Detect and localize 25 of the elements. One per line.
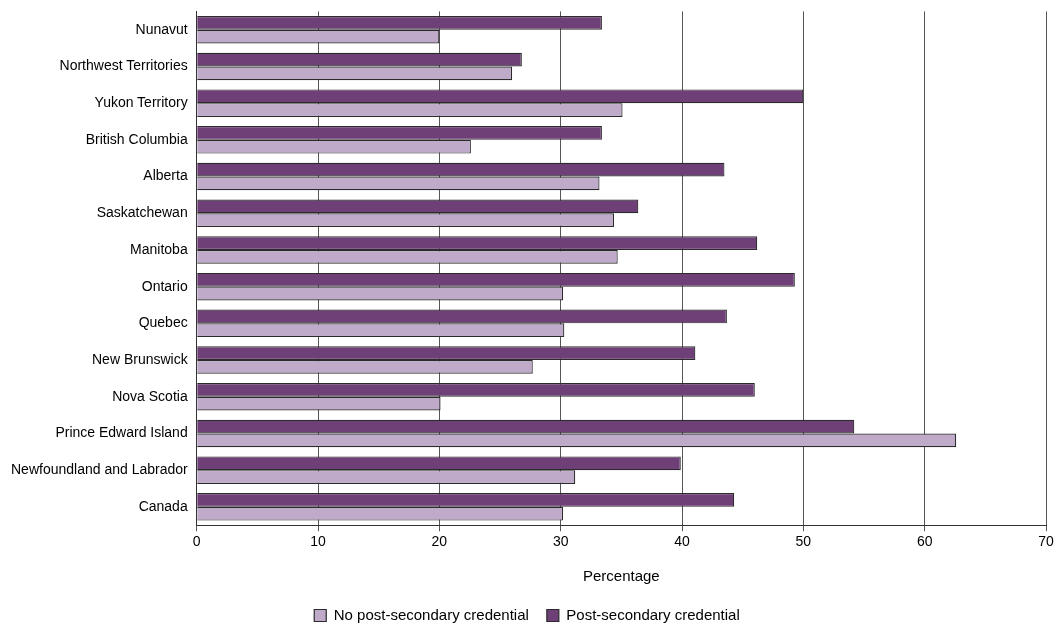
y-tick-label: Quebec [138,314,188,331]
x-tick-label: 70 [1038,533,1054,550]
legend-label: Post-secondary credential [566,605,740,623]
y-tick-label: Ontario [141,277,188,294]
y-tick-label: Northwest Territories [59,57,188,74]
y-tick-label: Saskatchewan [96,204,188,221]
y-tick-label: Manitoba [130,240,188,257]
x-axis-title: Percentage [582,567,660,585]
y-tick-label: Yukon Territory [94,94,188,111]
x-tick-label: 10 [310,533,327,550]
x-tick-label: 20 [431,533,448,550]
x-tick-label: 0 [192,533,201,550]
y-tick-label: Newfoundland and Labrador [10,461,189,478]
y-tick-label: New Brunswick [91,350,189,367]
legend-label: No post-secondary credential [333,605,529,623]
y-tick-label: Nova Scotia [112,387,188,404]
x-tick-label: 40 [674,533,691,550]
x-tick-label: 60 [916,533,933,550]
y-tick-label: British Columbia [85,130,188,147]
y-tick-label: Canada [138,497,188,514]
y-tick-label: Nunavut [135,20,188,37]
x-tick-label: 30 [552,533,569,550]
y-tick-label: Alberta [143,167,188,184]
x-tick-label: 50 [795,533,812,550]
y-tick-label: Prince Edward Island [55,424,188,441]
